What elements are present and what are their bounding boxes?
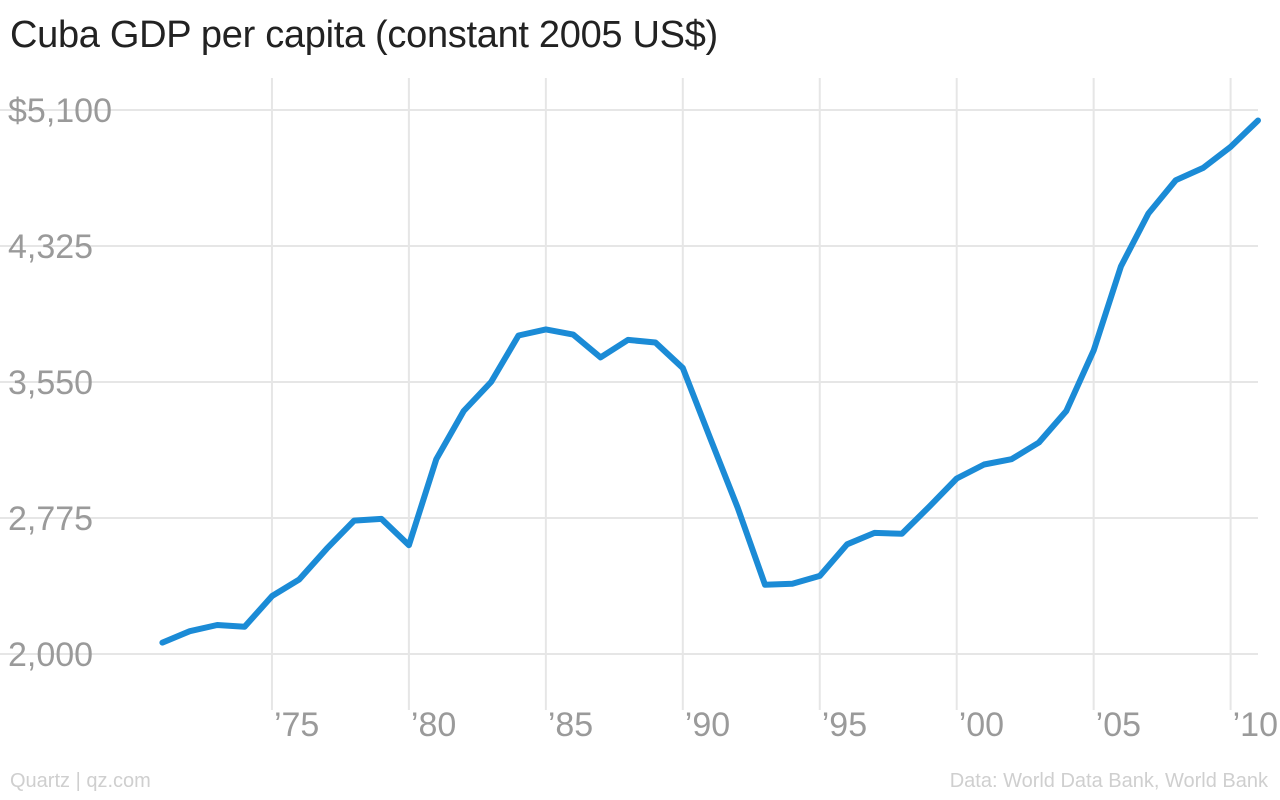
footer-credit: Quartz | qz.com bbox=[10, 770, 151, 792]
data-point bbox=[735, 504, 741, 510]
data-point bbox=[1008, 456, 1014, 462]
data-point bbox=[707, 435, 713, 441]
data-point bbox=[1118, 263, 1124, 269]
y-tick-label: 3,550 bbox=[8, 364, 93, 402]
data-point bbox=[598, 354, 604, 360]
data-point bbox=[570, 332, 576, 338]
axis-labels: 2,000 2,775 3,550 4,325 $5,100 ’75 ’80 ’85 ’90 ’9… bbox=[8, 92, 1278, 744]
y-tick-label: 2,000 bbox=[8, 636, 93, 674]
data-point bbox=[187, 628, 193, 634]
data-point bbox=[762, 582, 768, 588]
data-point bbox=[1173, 177, 1179, 183]
data-point bbox=[844, 541, 850, 547]
data-point bbox=[926, 504, 932, 510]
data-point bbox=[1255, 118, 1261, 124]
data-point bbox=[324, 546, 330, 552]
data-point bbox=[981, 461, 987, 467]
data-point bbox=[680, 365, 686, 371]
data-point bbox=[406, 542, 412, 548]
data-point bbox=[214, 622, 220, 628]
series-layer bbox=[159, 117, 1261, 646]
x-tick-label: ’75 bbox=[274, 706, 319, 744]
y-tick-label: 2,775 bbox=[8, 500, 93, 538]
data-point bbox=[1228, 144, 1234, 150]
data-point bbox=[269, 593, 275, 599]
series-line bbox=[159, 117, 1261, 646]
data-point bbox=[1200, 165, 1206, 171]
data-point bbox=[488, 379, 494, 385]
data-point bbox=[652, 340, 658, 346]
data-point bbox=[899, 531, 905, 537]
data-point bbox=[379, 516, 385, 522]
x-tick-label: ’90 bbox=[685, 706, 730, 744]
data-point bbox=[242, 624, 248, 630]
data-point bbox=[543, 326, 549, 332]
data-point bbox=[954, 476, 960, 482]
x-tick-label: ’80 bbox=[411, 706, 456, 744]
data-point bbox=[872, 530, 878, 536]
data-point bbox=[433, 456, 439, 462]
data-point bbox=[159, 640, 165, 646]
data-point bbox=[1036, 440, 1042, 446]
data-point bbox=[1091, 347, 1097, 353]
data-point bbox=[1145, 211, 1151, 217]
data-point bbox=[1063, 408, 1069, 414]
data-point bbox=[351, 518, 357, 524]
data-point bbox=[817, 573, 823, 579]
x-tick-label: ’85 bbox=[548, 706, 593, 744]
data-point bbox=[296, 576, 302, 582]
x-tick-label: ’00 bbox=[959, 706, 1004, 744]
x-tick-label: ’95 bbox=[822, 706, 867, 744]
data-point bbox=[515, 332, 521, 338]
x-tick-label: ’10 bbox=[1233, 706, 1278, 744]
data-point bbox=[461, 408, 467, 414]
x-tick-label: ’05 bbox=[1096, 706, 1141, 744]
chart-title: Cuba GDP per capita (constant 2005 US$) bbox=[10, 14, 718, 56]
data-point bbox=[625, 337, 631, 343]
data-point bbox=[789, 581, 795, 587]
footer-source: Data: World Data Bank, World Bank bbox=[949, 770, 1268, 792]
y-tick-label: $5,100 bbox=[8, 92, 112, 130]
grid-layer bbox=[0, 78, 1258, 710]
y-tick-label: 4,325 bbox=[8, 228, 93, 266]
